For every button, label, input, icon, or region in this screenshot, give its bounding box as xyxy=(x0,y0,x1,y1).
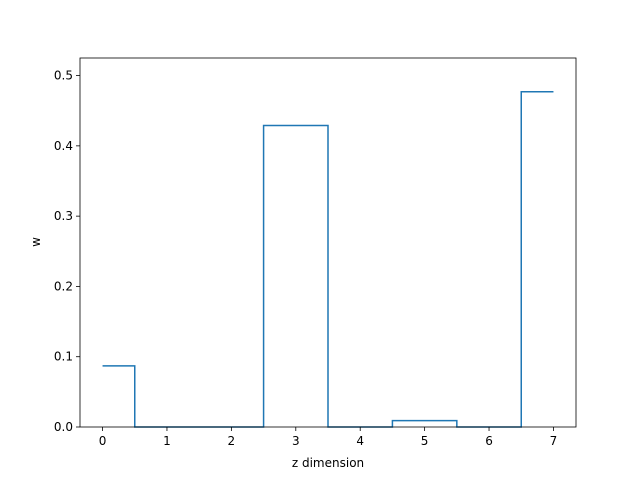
plot-area xyxy=(79,57,577,428)
x-tick-label: 0 xyxy=(99,434,107,448)
x-tick-label: 6 xyxy=(485,434,493,448)
y-tick-label: 0.0 xyxy=(54,420,73,434)
x-axis-label: z dimension xyxy=(292,456,364,470)
y-tick-label: 0.2 xyxy=(54,279,73,293)
x-axis-ticks: 0 1 2 3 4 5 6 7 xyxy=(99,427,558,448)
y-tick-label: 0.5 xyxy=(54,69,73,83)
y-tick-label: 0.4 xyxy=(54,139,73,153)
x-tick-label: 2 xyxy=(228,434,236,448)
x-tick-label: 1 xyxy=(163,434,171,448)
y-tick-label: 0.1 xyxy=(54,350,73,364)
y-tick-label: 0.3 xyxy=(54,209,73,223)
x-tick-label: 4 xyxy=(356,434,364,448)
y-axis-label: w xyxy=(29,237,43,247)
series-line-0 xyxy=(102,90,554,428)
y-axis-ticks: 0.0 0.1 0.2 0.3 0.4 0.5 xyxy=(54,69,80,434)
x-tick-label: 7 xyxy=(550,434,558,448)
axes-frame xyxy=(79,57,577,428)
x-tick-label: 3 xyxy=(292,434,300,448)
x-tick-label: 5 xyxy=(421,434,429,448)
